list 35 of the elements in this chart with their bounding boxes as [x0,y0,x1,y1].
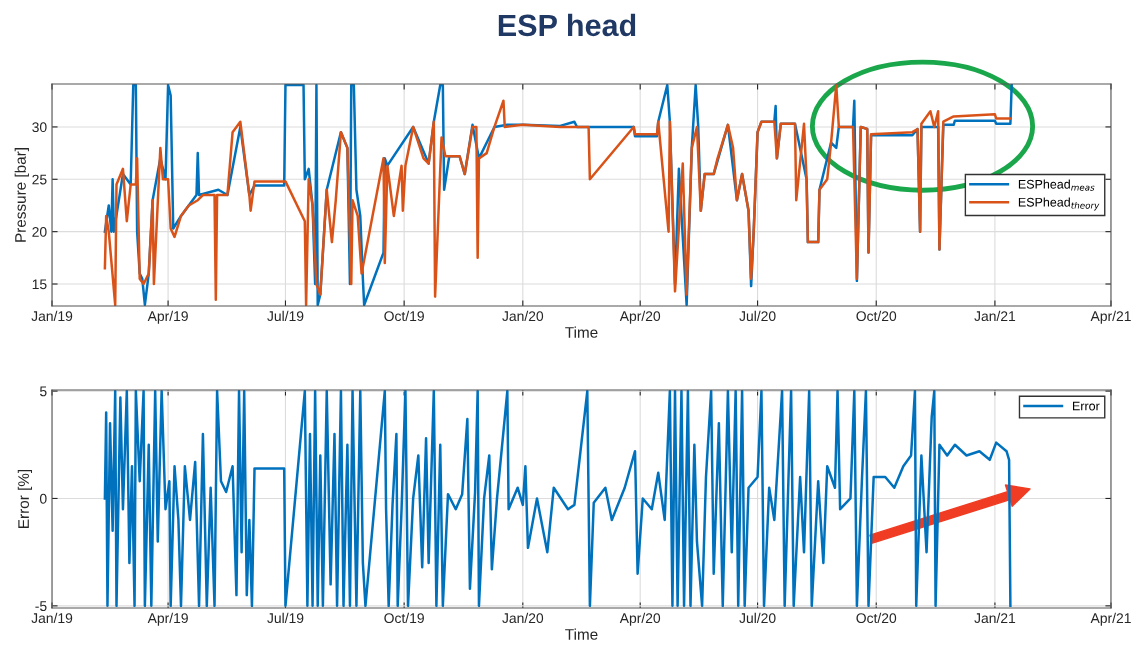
legend-label: ESPhead$_{meas}$ [1018,179,1095,191]
x-tick-label: Jul/20 [739,612,776,624]
x-axis-title: Time [565,628,598,640]
y-tick-label: 25 [32,174,47,185]
x-tick-label: Apr/20 [619,310,661,324]
x-tick-label: Jan/20 [502,612,544,624]
x-tick-label: Jan/19 [31,612,73,624]
x-tick-label: Jan/21 [974,612,1016,624]
x-axis-title: Time [565,326,598,338]
x-tick-label: Jan/20 [502,310,544,322]
y-tick-label: 5 [39,386,47,397]
x-tick-label: Jul/19 [267,612,304,624]
x-tick-label: Jan/21 [974,310,1016,322]
x-tick-label: Jul/19 [267,310,304,322]
x-tick-label: Jan/19 [31,310,73,322]
y-tick-label: -5 [35,601,47,612]
x-tick-label: Apr/19 [147,612,188,626]
legend-label: ESPhead$_{theory}$ [1018,197,1100,211]
x-tick-label: Oct/20 [856,310,897,322]
x-tick-label: Oct/20 [856,612,897,624]
legend-label: Error [1073,401,1100,411]
y-axis-title: Error [%] [17,469,33,528]
y-tick-label: 0 [39,493,47,504]
x-tick-label: Oct/19 [384,612,424,624]
x-tick-label: Oct/19 [384,310,424,322]
x-tick-label: Apr/21 [1090,310,1131,324]
x-tick-label: Jul/20 [739,310,776,322]
x-tick-label: Apr/21 [1090,612,1131,626]
y-tick-label: 30 [32,122,47,133]
y-tick-label: 20 [32,226,47,237]
x-tick-label: Apr/20 [619,612,661,626]
y-tick-label: 15 [32,279,47,290]
y-axis-title: Pressure [bar] [14,148,29,242]
chart-title: ESP head [498,13,636,37]
x-tick-label: Apr/19 [147,310,188,324]
